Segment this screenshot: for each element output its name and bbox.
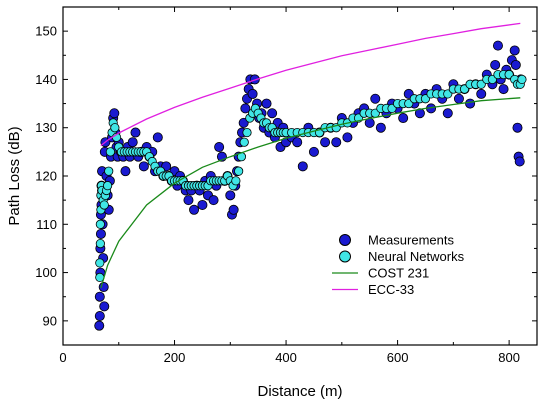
legend-marker-neural-networks	[339, 250, 351, 263]
y-tick-label: 110	[36, 217, 57, 232]
point-measurements	[240, 103, 251, 114]
point-neural-networks	[231, 176, 241, 186]
point-neural-networks	[103, 181, 113, 191]
data-marks	[94, 22, 527, 331]
legend-label-ecc33: ECC-33	[368, 282, 414, 297]
x-axis-label: Distance (m)	[257, 383, 342, 400]
point-measurements	[442, 108, 453, 119]
point-measurements	[138, 161, 149, 172]
point-measurements	[320, 137, 331, 148]
point-measurements	[98, 282, 109, 293]
point-measurements	[214, 142, 225, 153]
point-measurements	[95, 228, 106, 239]
point-measurements	[127, 137, 138, 148]
point-measurements	[465, 98, 476, 109]
point-neural-networks	[110, 123, 120, 133]
point-measurements	[514, 156, 525, 167]
point-measurements	[414, 108, 425, 119]
legend: Measurements Neural Networks COST 231 EC…	[332, 233, 465, 297]
y-axis-label: Path Loss (dB)	[6, 126, 23, 225]
point-measurements	[308, 146, 319, 157]
axis-ticks: 0 200 400 600 800 90 100 110 120 130 140 150	[35, 6, 537, 365]
point-measurements	[331, 137, 342, 148]
point-measurements	[94, 311, 105, 322]
point-neural-networks	[242, 127, 252, 138]
legend-item-ecc33: ECC-33	[332, 282, 414, 297]
point-neural-networks	[104, 166, 114, 176]
y-tick-label: 130	[35, 120, 57, 135]
point-measurements	[183, 195, 194, 206]
point-measurements	[247, 88, 258, 99]
point-measurements	[342, 132, 353, 143]
point-neural-networks	[95, 258, 105, 268]
point-measurements	[453, 93, 464, 104]
line-ecc-33	[100, 22, 521, 147]
point-measurements	[189, 204, 200, 215]
point-measurements	[99, 301, 110, 312]
y-tick-label: 140	[35, 72, 57, 87]
legend-item-cost231: COST 231	[332, 266, 429, 281]
point-measurements	[490, 59, 501, 70]
point-measurements	[225, 190, 236, 201]
point-measurements	[512, 122, 523, 133]
point-measurements	[94, 291, 105, 302]
x-tick-label: 400	[275, 350, 297, 365]
point-measurements	[261, 98, 272, 109]
line-cost-231	[100, 97, 521, 289]
x-tick-label: 200	[164, 350, 186, 365]
point-measurements	[297, 161, 308, 172]
point-measurements	[498, 84, 509, 95]
point-measurements	[120, 166, 131, 177]
point-measurements	[197, 199, 208, 210]
x-tick-label: 800	[498, 350, 520, 365]
x-tick-label: 600	[387, 350, 409, 365]
legend-item-neural-networks: Neural Networks	[339, 249, 465, 264]
legend-item-measurements: Measurements	[339, 233, 454, 248]
y-tick-label: 150	[35, 24, 57, 39]
point-measurements	[267, 108, 278, 119]
point-measurements	[228, 204, 239, 215]
y-tick-label: 100	[35, 265, 57, 280]
point-measurements	[476, 88, 487, 99]
legend-label-neural-networks: Neural Networks	[368, 249, 465, 264]
point-measurements	[130, 127, 141, 138]
point-measurements	[109, 108, 120, 119]
point-measurements	[510, 59, 521, 70]
point-measurements	[292, 137, 303, 148]
point-measurements	[152, 132, 163, 143]
y-tick-label: 90	[43, 313, 57, 328]
point-neural-networks	[105, 147, 116, 157]
point-neural-networks	[95, 219, 105, 229]
plot-frame	[62, 6, 538, 346]
point-measurements	[375, 122, 386, 133]
legend-label-measurements: Measurements	[368, 233, 454, 248]
legend-marker-measurements	[339, 234, 351, 246]
point-measurements	[208, 195, 219, 206]
point-neural-networks	[99, 200, 109, 210]
point-neural-networks	[517, 74, 527, 85]
point-measurements	[370, 93, 381, 104]
point-measurements	[398, 113, 409, 124]
legend-label-cost231: COST 231	[368, 266, 429, 281]
y-tick-label: 120	[35, 169, 57, 184]
x-tick-label: 0	[59, 350, 66, 365]
point-measurements	[492, 40, 503, 51]
point-measurements	[94, 320, 105, 331]
point-neural-networks	[95, 239, 105, 249]
point-neural-networks	[234, 166, 244, 176]
point-neural-networks	[239, 137, 249, 147]
point-measurements	[509, 45, 520, 56]
